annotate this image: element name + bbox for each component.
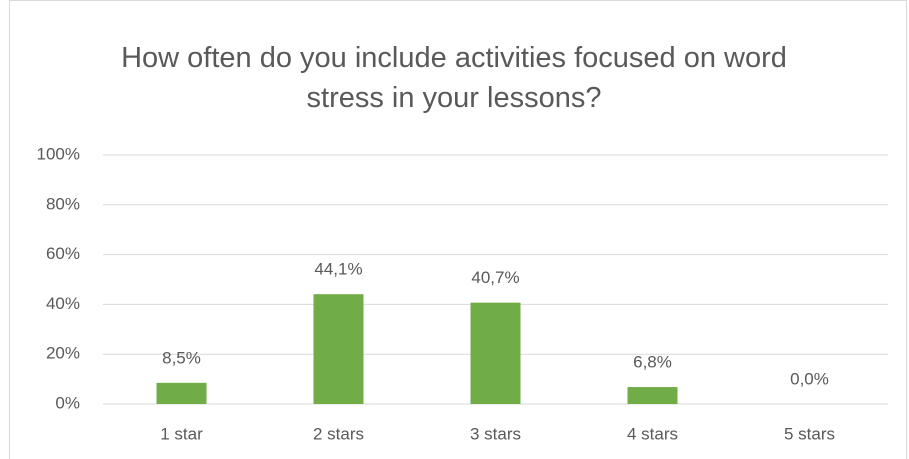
x-tick-label: 2 stars xyxy=(313,424,364,443)
y-tick-label: 20% xyxy=(46,344,80,363)
data-label: 8,5% xyxy=(162,348,201,367)
x-tick-label: 4 stars xyxy=(627,424,678,443)
data-label: 44,1% xyxy=(314,260,362,279)
y-tick-label: 80% xyxy=(46,194,80,213)
bar xyxy=(313,294,364,404)
y-tick-label: 100% xyxy=(37,144,80,163)
y-tick-label: 0% xyxy=(55,393,80,412)
y-tick-label: 40% xyxy=(46,294,80,313)
bar xyxy=(627,387,678,404)
x-tick-label: 5 stars xyxy=(784,424,835,443)
chart-border xyxy=(9,0,907,459)
x-tick-label: 1 star xyxy=(160,424,203,443)
y-tick-label: 60% xyxy=(46,244,80,263)
data-label: 0,0% xyxy=(790,369,829,388)
data-label: 40,7% xyxy=(471,268,519,287)
data-label: 6,8% xyxy=(633,353,672,372)
bar xyxy=(156,382,207,404)
bar xyxy=(470,302,521,404)
chart-title: How often do you include activities focu… xyxy=(121,42,787,114)
x-tick-label: 3 stars xyxy=(470,424,521,443)
